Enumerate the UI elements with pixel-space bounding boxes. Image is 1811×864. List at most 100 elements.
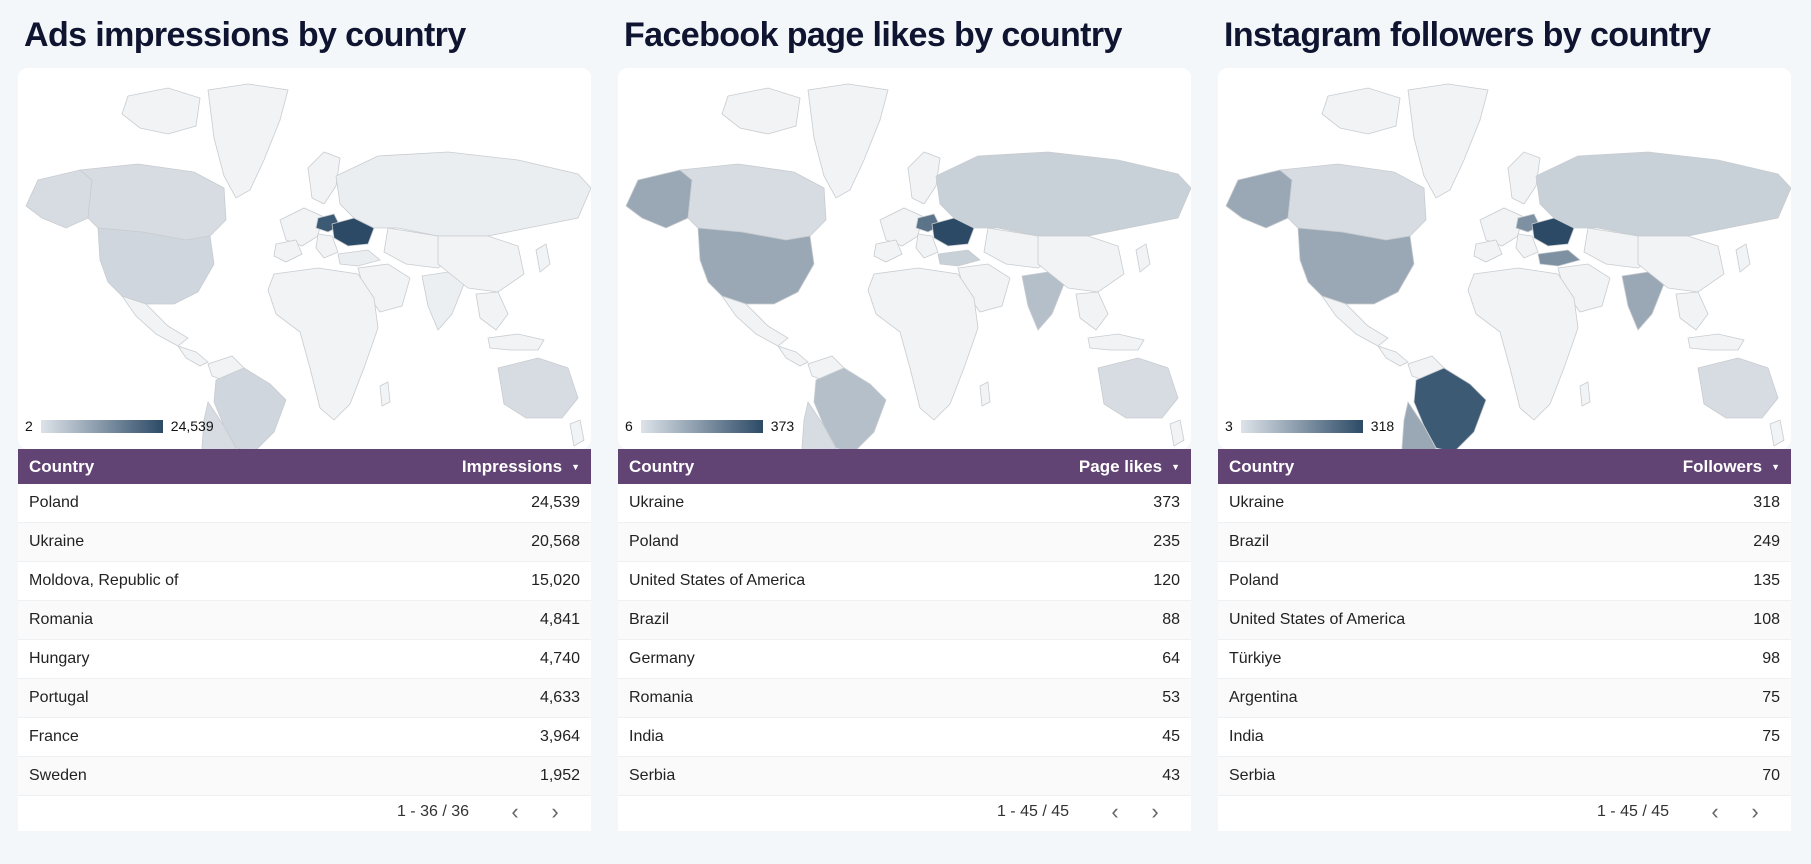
table-row[interactable]: Argentina 75	[1218, 679, 1791, 718]
table-row[interactable]: India 45	[618, 718, 1191, 757]
sort-desc-icon[interactable]: ▼	[1171, 461, 1180, 472]
table-row[interactable]: Brazil 249	[1218, 523, 1791, 562]
map-region-iberia[interactable]	[873, 239, 903, 263]
map-region-se_asia[interactable]	[1075, 291, 1109, 331]
world-map[interactable]	[1218, 68, 1791, 449]
table-row[interactable]: Serbia 43	[618, 757, 1191, 796]
map-region-greenland[interactable]	[207, 83, 289, 199]
header-country[interactable]: Country	[629, 456, 695, 476]
map-region-australia[interactable]	[1097, 357, 1179, 419]
map-region-turkey[interactable]	[1537, 249, 1581, 267]
map-region-central[interactable]	[777, 345, 809, 367]
map-region-india[interactable]	[1021, 271, 1065, 331]
table-row[interactable]: Brazil 88	[618, 601, 1191, 640]
map-region-mexico[interactable]	[720, 295, 789, 347]
header-metric[interactable]: Impressions ▼	[462, 457, 580, 477]
map-region-balkans[interactable]	[1515, 233, 1539, 259]
table-row[interactable]: Serbia 70	[1218, 757, 1791, 796]
map-region-iberia[interactable]	[1473, 239, 1503, 263]
map-region-se_asia[interactable]	[1675, 291, 1709, 331]
table-row[interactable]: Ukraine 373	[618, 484, 1191, 523]
map-region-alaska[interactable]	[625, 169, 693, 229]
table-row[interactable]: Türkiye 98	[1218, 640, 1791, 679]
header-metric[interactable]: Followers ▼	[1683, 457, 1780, 477]
map-region-japan[interactable]	[535, 243, 551, 273]
map-region-nz[interactable]	[1169, 419, 1185, 447]
map-region-japan[interactable]	[1135, 243, 1151, 273]
map-region-balkans[interactable]	[315, 233, 339, 259]
header-metric[interactable]: Page likes ▼	[1079, 457, 1180, 477]
map-region-nz[interactable]	[1769, 419, 1785, 447]
map-region-russia[interactable]	[1535, 151, 1791, 237]
map-region-scandinavia[interactable]	[1507, 151, 1541, 205]
map-region-usa[interactable]	[97, 227, 215, 305]
table-row[interactable]: Hungary 4,740	[18, 640, 591, 679]
chevron-left-icon[interactable]: ‹	[1711, 799, 1719, 824]
table-row[interactable]: Romania 4,841	[18, 601, 591, 640]
world-map-card[interactable]: 3 318	[1218, 68, 1791, 449]
map-region-russia[interactable]	[335, 151, 591, 237]
table-row[interactable]: Poland 235	[618, 523, 1191, 562]
table-row[interactable]: Ukraine 20,568	[18, 523, 591, 562]
map-region-mexico[interactable]	[1320, 295, 1389, 347]
map-region-brazil[interactable]	[1413, 367, 1487, 449]
map-region-australia[interactable]	[497, 357, 579, 419]
chevron-right-icon[interactable]: ›	[551, 799, 559, 824]
map-region-africa[interactable]	[267, 267, 379, 421]
world-map-card[interactable]: 6 373	[618, 68, 1191, 449]
map-region-madagascar[interactable]	[979, 381, 991, 407]
map-region-brazil[interactable]	[813, 367, 887, 449]
world-map[interactable]	[618, 68, 1191, 449]
table-row[interactable]: Germany 64	[618, 640, 1191, 679]
table-row[interactable]: Portugal 4,633	[18, 679, 591, 718]
map-region-iberia[interactable]	[273, 239, 303, 263]
map-region-europe_w[interactable]	[879, 207, 923, 247]
sort-desc-icon[interactable]: ▼	[1771, 461, 1780, 472]
header-country[interactable]: Country	[1229, 456, 1295, 476]
map-region-australia[interactable]	[1697, 357, 1779, 419]
table-row[interactable]: United States of America 108	[1218, 601, 1791, 640]
map-region-indonesia[interactable]	[487, 333, 545, 351]
map-region-canada_arctic[interactable]	[1321, 87, 1401, 135]
map-region-mexico[interactable]	[120, 295, 189, 347]
map-region-scandinavia[interactable]	[907, 151, 941, 205]
map-region-russia[interactable]	[935, 151, 1191, 237]
map-region-india[interactable]	[421, 271, 465, 331]
map-region-turkey[interactable]	[337, 249, 381, 267]
map-region-europe_w[interactable]	[1479, 207, 1523, 247]
map-region-africa[interactable]	[1467, 267, 1579, 421]
map-region-greenland[interactable]	[807, 83, 889, 199]
table-row[interactable]: France 3,964	[18, 718, 591, 757]
map-region-turkey[interactable]	[937, 249, 981, 267]
table-row[interactable]: United States of America 120	[618, 562, 1191, 601]
map-region-brazil[interactable]	[213, 367, 287, 449]
table-row[interactable]: Poland 135	[1218, 562, 1791, 601]
chevron-right-icon[interactable]: ›	[1151, 799, 1159, 824]
table-row[interactable]: Moldova, Republic of 15,020	[18, 562, 591, 601]
map-region-madagascar[interactable]	[1579, 381, 1591, 407]
map-region-alaska[interactable]	[25, 169, 93, 229]
map-region-europe_w[interactable]	[279, 207, 323, 247]
map-region-se_asia[interactable]	[475, 291, 509, 331]
map-region-argentina[interactable]	[201, 400, 237, 449]
header-country[interactable]: Country	[29, 456, 95, 476]
map-region-balkans[interactable]	[915, 233, 939, 259]
map-region-japan[interactable]	[1735, 243, 1751, 273]
map-region-central[interactable]	[1377, 345, 1409, 367]
world-map[interactable]	[18, 68, 591, 449]
map-region-usa[interactable]	[1297, 227, 1415, 305]
map-region-greenland[interactable]	[1407, 83, 1489, 199]
map-region-scandinavia[interactable]	[307, 151, 341, 205]
chevron-left-icon[interactable]: ‹	[1111, 799, 1119, 824]
map-region-argentina[interactable]	[801, 400, 837, 449]
chevron-right-icon[interactable]: ›	[1751, 799, 1759, 824]
map-region-nz[interactable]	[569, 419, 585, 447]
map-region-alaska[interactable]	[1225, 169, 1293, 229]
table-row[interactable]: Romania 53	[618, 679, 1191, 718]
chevron-left-icon[interactable]: ‹	[511, 799, 519, 824]
table-row[interactable]: Poland 24,539	[18, 484, 591, 523]
map-region-indonesia[interactable]	[1087, 333, 1145, 351]
table-row[interactable]: Sweden 1,952	[18, 757, 591, 796]
map-region-central[interactable]	[177, 345, 209, 367]
map-region-india[interactable]	[1621, 271, 1665, 331]
